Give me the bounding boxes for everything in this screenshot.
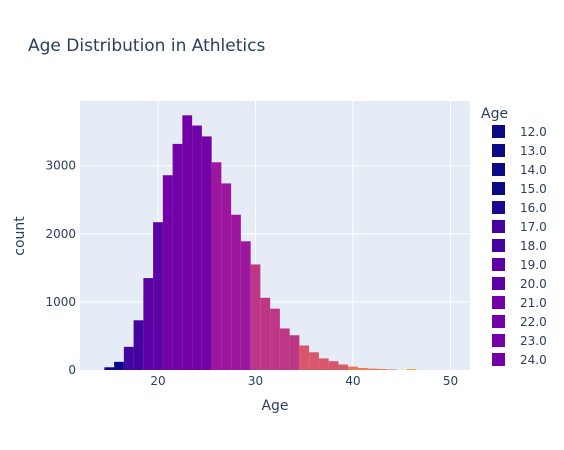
bar[interactable]: [260, 297, 271, 370]
legend[interactable]: Age 12.0 13.0 14.0 15.0 16.0 17.0 18.0 19.0 20.0…: [481, 106, 547, 367]
legend-item-label[interactable]: 20.0: [520, 277, 547, 291]
bar[interactable]: [338, 364, 349, 370]
bar[interactable]: [221, 183, 232, 370]
legend-item-label[interactable]: 18.0: [520, 239, 547, 253]
x-tick-label: 50: [443, 374, 458, 388]
bar[interactable]: [357, 367, 368, 370]
bar[interactable]: [114, 361, 124, 370]
legend-swatch[interactable]: [492, 144, 505, 157]
bar[interactable]: [270, 308, 280, 370]
legend-swatch[interactable]: [492, 201, 505, 214]
legend-swatch[interactable]: [492, 163, 505, 176]
bar[interactable]: [172, 143, 183, 370]
legend-swatch[interactable]: [492, 220, 505, 233]
bar[interactable]: [211, 162, 222, 370]
legend-swatch[interactable]: [492, 125, 505, 138]
bar[interactable]: [231, 214, 241, 370]
bar[interactable]: [406, 368, 417, 370]
bar[interactable]: [299, 345, 310, 370]
bar[interactable]: [153, 222, 163, 370]
y-tick-label: 1000: [45, 295, 76, 309]
bar[interactable]: [143, 278, 154, 370]
bar[interactable]: [201, 136, 212, 370]
y-axis-title: count: [12, 216, 28, 256]
legend-swatch[interactable]: [492, 334, 505, 347]
legend-item-label[interactable]: 24.0: [520, 353, 547, 367]
y-tick-label: 3000: [45, 159, 76, 173]
legend-item-label[interactable]: 13.0: [520, 144, 547, 158]
bar[interactable]: [377, 368, 388, 370]
legend-item-label[interactable]: 21.0: [520, 296, 547, 310]
x-tick-label: 30: [248, 374, 263, 388]
bars[interactable]: [104, 115, 417, 371]
legend-swatch[interactable]: [492, 182, 505, 195]
legend-item-label[interactable]: 19.0: [520, 258, 547, 272]
bar[interactable]: [250, 264, 261, 370]
bar[interactable]: [309, 352, 319, 370]
legend-item-label[interactable]: 15.0: [520, 182, 547, 196]
bar[interactable]: [240, 241, 251, 370]
legend-swatch[interactable]: [492, 296, 505, 309]
y-axis-ticks: 0 1000 2000 3000: [45, 159, 76, 377]
bar[interactable]: [387, 369, 397, 370]
legend-swatch[interactable]: [492, 315, 505, 328]
bar[interactable]: [289, 335, 300, 370]
legend-item-label[interactable]: 23.0: [520, 334, 547, 348]
legend-swatch[interactable]: [492, 258, 505, 271]
chart-title: Age Distribution in Athletics: [28, 36, 265, 56]
legend-swatch[interactable]: [492, 239, 505, 252]
bar[interactable]: [318, 358, 329, 370]
x-tick-label: 40: [345, 374, 360, 388]
legend-swatch[interactable]: [492, 353, 505, 366]
bar[interactable]: [104, 367, 115, 370]
x-axis-title: Age: [261, 398, 288, 414]
bar[interactable]: [192, 125, 202, 371]
x-tick-label: 20: [150, 374, 165, 388]
bar[interactable]: [348, 366, 358, 370]
bar[interactable]: [279, 328, 290, 370]
legend-item-label[interactable]: 16.0: [520, 201, 547, 215]
legend-title: Age: [481, 106, 508, 122]
x-axis-ticks: 20 30 40 50: [150, 374, 458, 388]
bar[interactable]: [123, 346, 134, 370]
bar[interactable]: [328, 361, 339, 370]
legend-swatch[interactable]: [492, 277, 505, 290]
bar[interactable]: [182, 115, 193, 370]
legend-item-label[interactable]: 22.0: [520, 315, 547, 329]
legend-item-label[interactable]: 14.0: [520, 163, 547, 177]
bar[interactable]: [162, 175, 173, 370]
legend-item-label[interactable]: 12.0: [520, 125, 547, 139]
bar[interactable]: [367, 368, 378, 370]
legend-item-label[interactable]: 17.0: [520, 220, 547, 234]
y-tick-label: 0: [68, 363, 76, 377]
y-tick-label: 2000: [45, 227, 76, 241]
bar[interactable]: [133, 320, 144, 370]
